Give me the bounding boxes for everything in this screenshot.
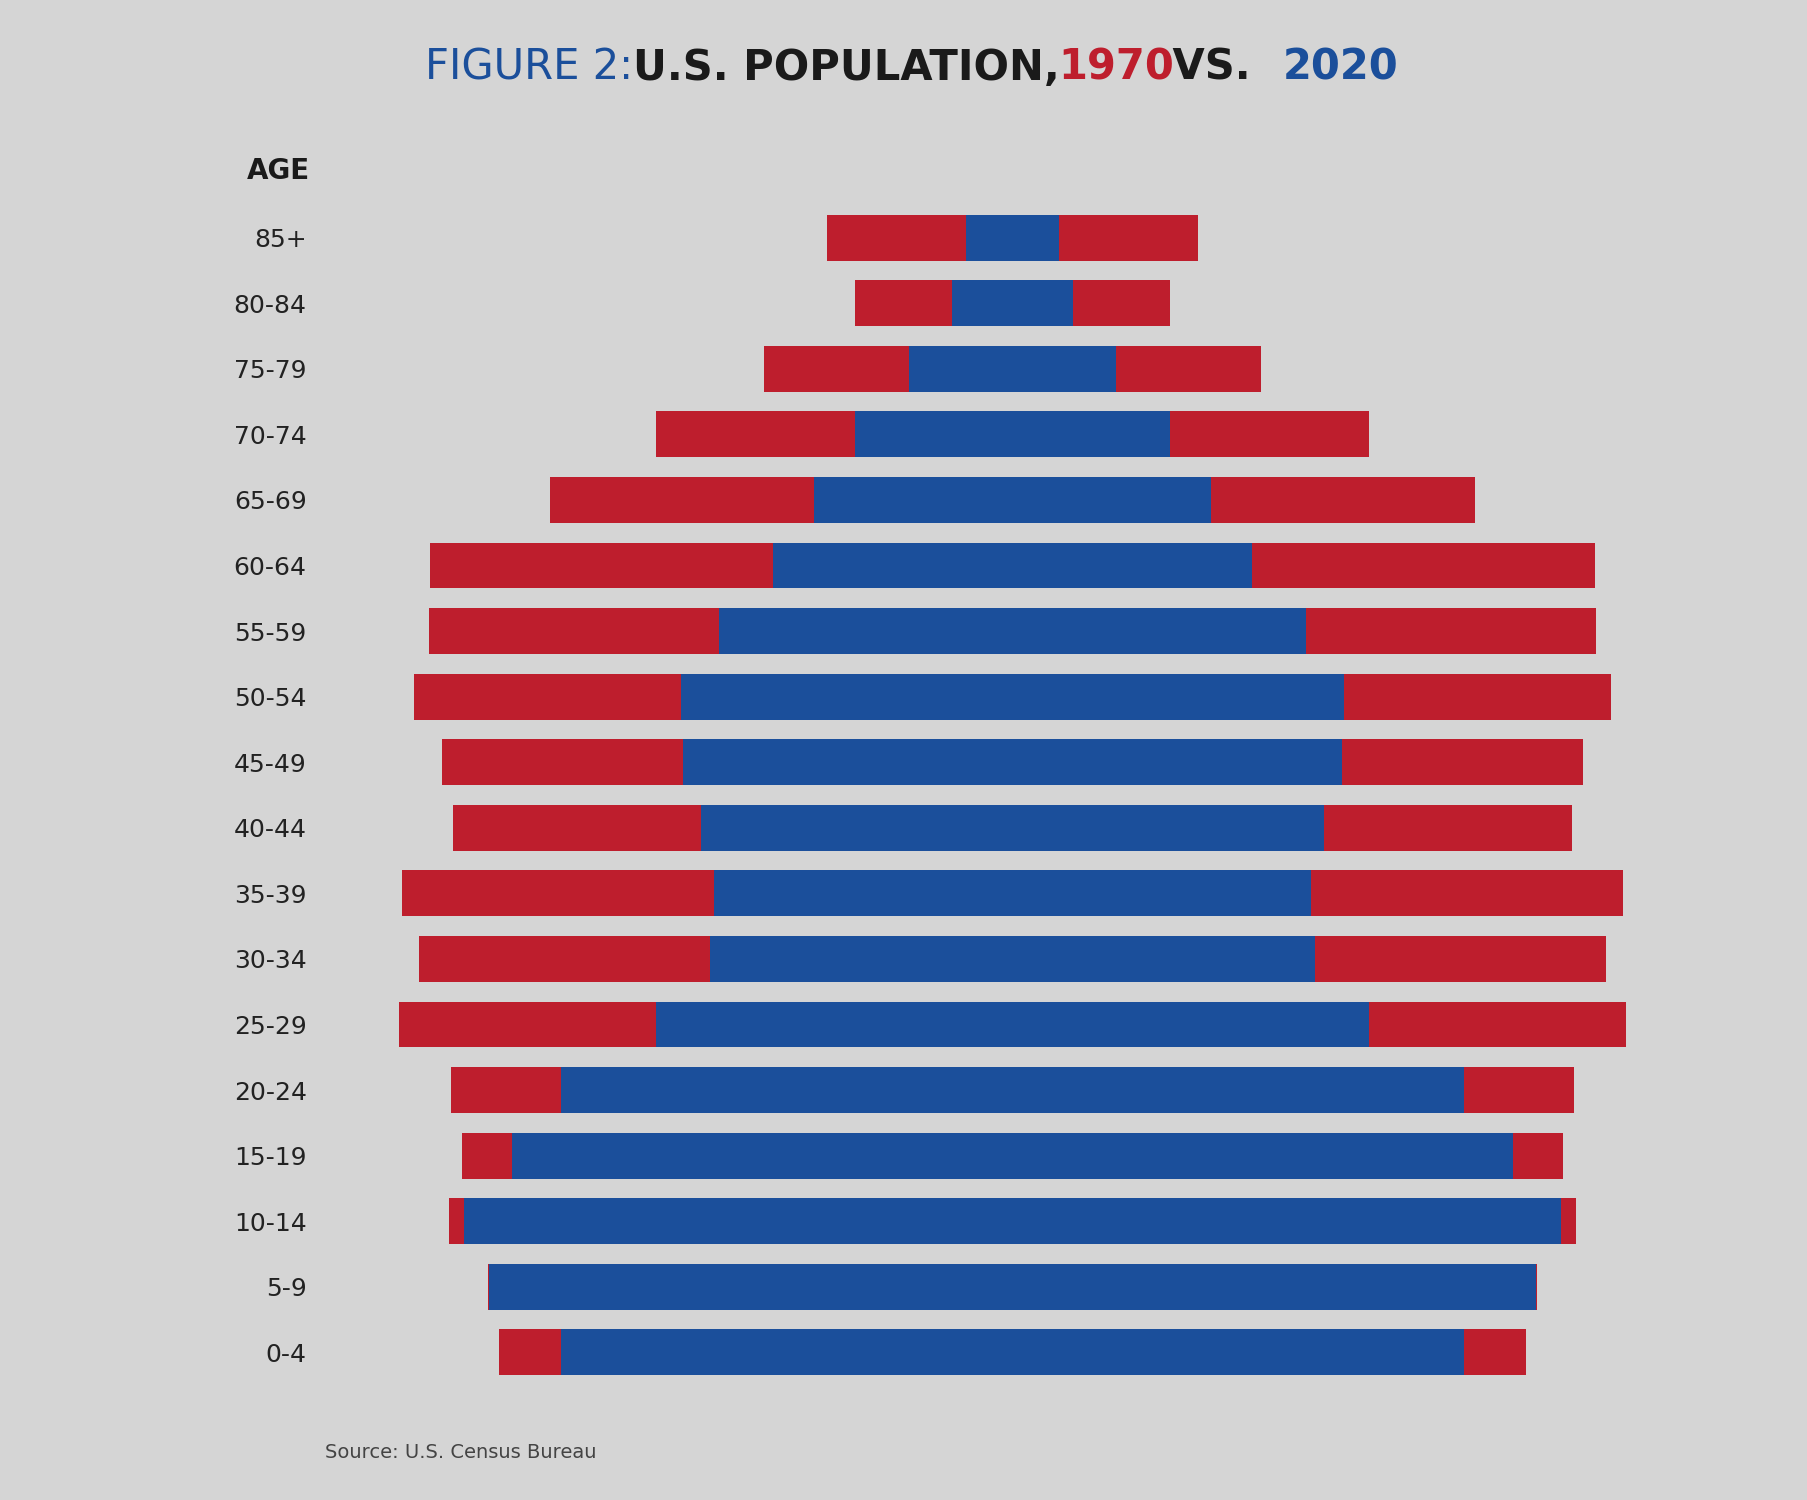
Bar bbox=[909, 346, 1115, 392]
Bar bbox=[511, 1132, 1512, 1179]
Text: U.S. POPULATION,: U.S. POPULATION, bbox=[632, 46, 1073, 88]
Bar bbox=[430, 543, 1594, 588]
Text: FIGURE 2:: FIGURE 2: bbox=[425, 46, 645, 88]
Bar bbox=[710, 936, 1314, 982]
Bar bbox=[965, 214, 1059, 261]
Bar bbox=[855, 411, 1169, 458]
Bar bbox=[560, 1329, 1464, 1376]
Bar bbox=[560, 1066, 1464, 1113]
Bar bbox=[448, 1198, 1576, 1243]
Text: VS.: VS. bbox=[1158, 46, 1265, 88]
Bar bbox=[419, 936, 1605, 982]
Bar bbox=[399, 1002, 1624, 1047]
Bar bbox=[826, 214, 1198, 261]
Bar bbox=[454, 806, 1570, 850]
Text: 1970: 1970 bbox=[1057, 46, 1173, 88]
Bar bbox=[463, 1198, 1561, 1243]
Bar bbox=[813, 477, 1211, 524]
Bar bbox=[414, 674, 1610, 720]
Bar bbox=[401, 870, 1623, 916]
Text: 2020: 2020 bbox=[1283, 46, 1399, 88]
Bar bbox=[656, 1002, 1368, 1047]
Bar bbox=[952, 280, 1072, 326]
Bar bbox=[490, 1264, 1534, 1310]
Text: Source: U.S. Census Bureau: Source: U.S. Census Bureau bbox=[325, 1443, 596, 1462]
Bar bbox=[443, 740, 1581, 784]
Bar bbox=[656, 411, 1368, 458]
Bar bbox=[428, 608, 1596, 654]
Bar bbox=[499, 1329, 1525, 1376]
Text: AGE: AGE bbox=[246, 158, 309, 184]
Bar bbox=[461, 1132, 1563, 1179]
Bar bbox=[773, 543, 1250, 588]
Bar bbox=[549, 477, 1475, 524]
Bar bbox=[719, 608, 1305, 654]
Bar bbox=[763, 346, 1261, 392]
Bar bbox=[683, 740, 1341, 784]
Bar bbox=[452, 1066, 1572, 1113]
Bar bbox=[681, 674, 1343, 720]
Bar bbox=[855, 280, 1169, 326]
Bar bbox=[488, 1264, 1536, 1310]
Bar bbox=[701, 806, 1323, 850]
Bar bbox=[714, 870, 1310, 916]
